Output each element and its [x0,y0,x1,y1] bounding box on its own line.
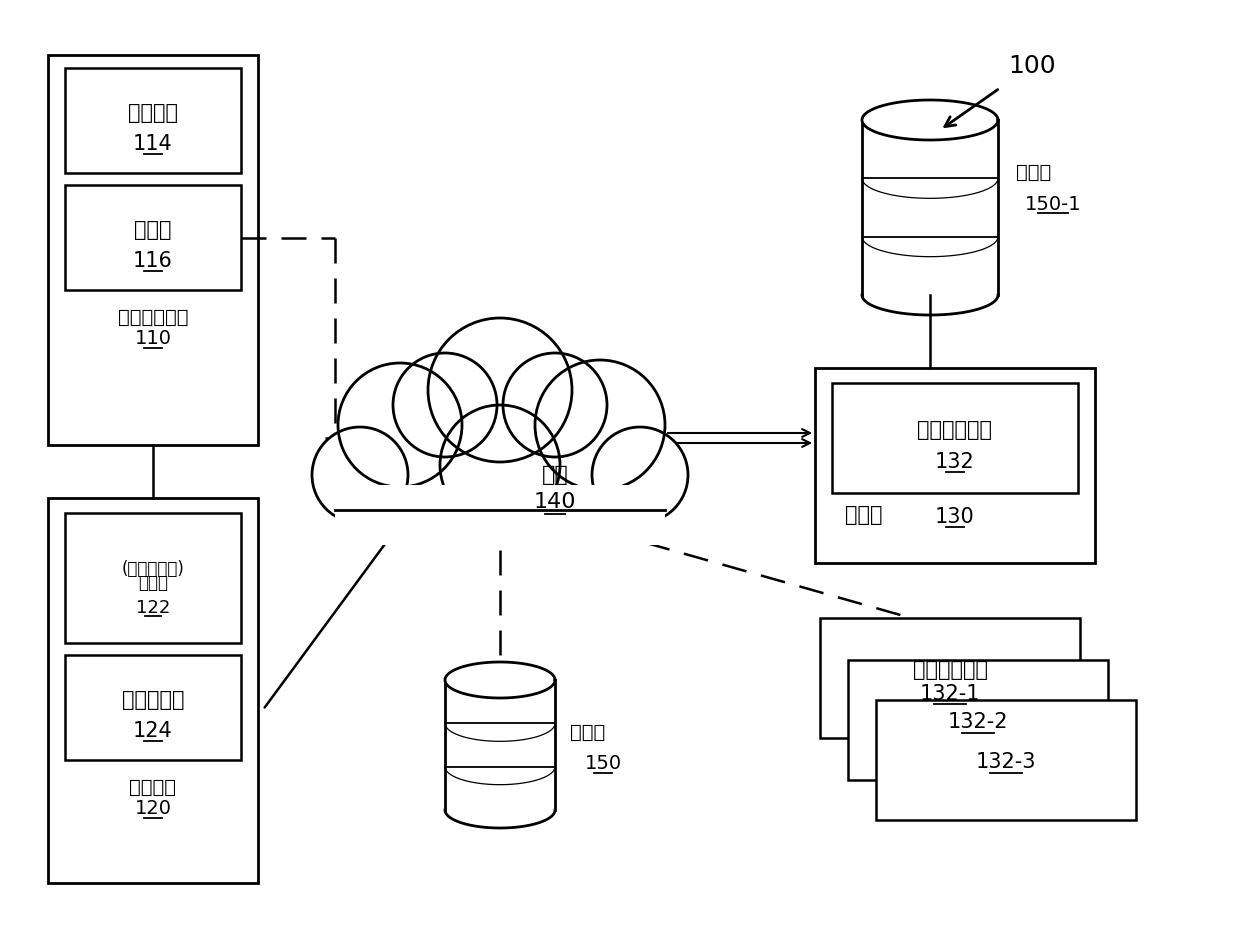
Polygon shape [445,662,556,698]
Circle shape [312,427,408,523]
Circle shape [428,318,572,462]
Bar [48,498,258,883]
Bar [815,368,1095,563]
Text: 122: 122 [136,598,170,617]
Text: 114: 114 [133,134,172,154]
Bar [48,55,258,445]
Bar [875,700,1136,820]
Bar [64,185,241,290]
Text: 120: 120 [134,799,171,818]
Bar [820,618,1080,738]
Text: 服务器: 服务器 [844,505,883,525]
Text: 150: 150 [584,754,621,773]
Text: 用户装置: 用户装置 [129,778,176,797]
Bar [64,655,241,760]
Bar [848,660,1109,780]
Polygon shape [862,100,998,140]
Text: 数据库: 数据库 [570,722,605,742]
Circle shape [591,427,688,523]
Text: 116: 116 [133,251,172,271]
Text: 数据库: 数据库 [1016,163,1052,182]
Text: 图形显示器: 图形显示器 [122,690,185,710]
Text: (一个或多个): (一个或多个) [122,560,185,578]
Text: 发射器: 发射器 [134,220,172,240]
Text: 网络: 网络 [542,465,568,485]
Text: 150-1: 150-1 [1024,194,1081,214]
Circle shape [339,363,463,487]
Text: 100: 100 [1008,54,1055,78]
Text: 132-1: 132-1 [920,684,981,704]
Text: 132-2: 132-2 [947,712,1008,733]
Text: 140: 140 [533,492,577,512]
Text: 感测模块: 感测模块 [128,103,179,123]
Text: 124: 124 [133,721,172,741]
Text: 感测分析模块: 感测分析模块 [913,660,987,681]
Bar [832,383,1078,493]
Text: 传感器: 传感器 [138,574,167,592]
Bar [335,485,665,545]
Text: 可穿戴式装置: 可穿戴式装置 [118,308,188,327]
Text: 感测分析模块: 感测分析模块 [918,421,992,440]
Bar [445,680,556,810]
Bar [862,120,998,295]
Circle shape [503,353,608,457]
Circle shape [534,360,665,490]
Text: 132-3: 132-3 [976,753,1037,772]
Circle shape [440,405,560,525]
Bar [64,68,241,173]
Text: 130: 130 [935,507,975,527]
Circle shape [393,353,497,457]
Bar [64,513,241,643]
Text: 132: 132 [935,451,975,472]
Text: 110: 110 [134,329,171,348]
